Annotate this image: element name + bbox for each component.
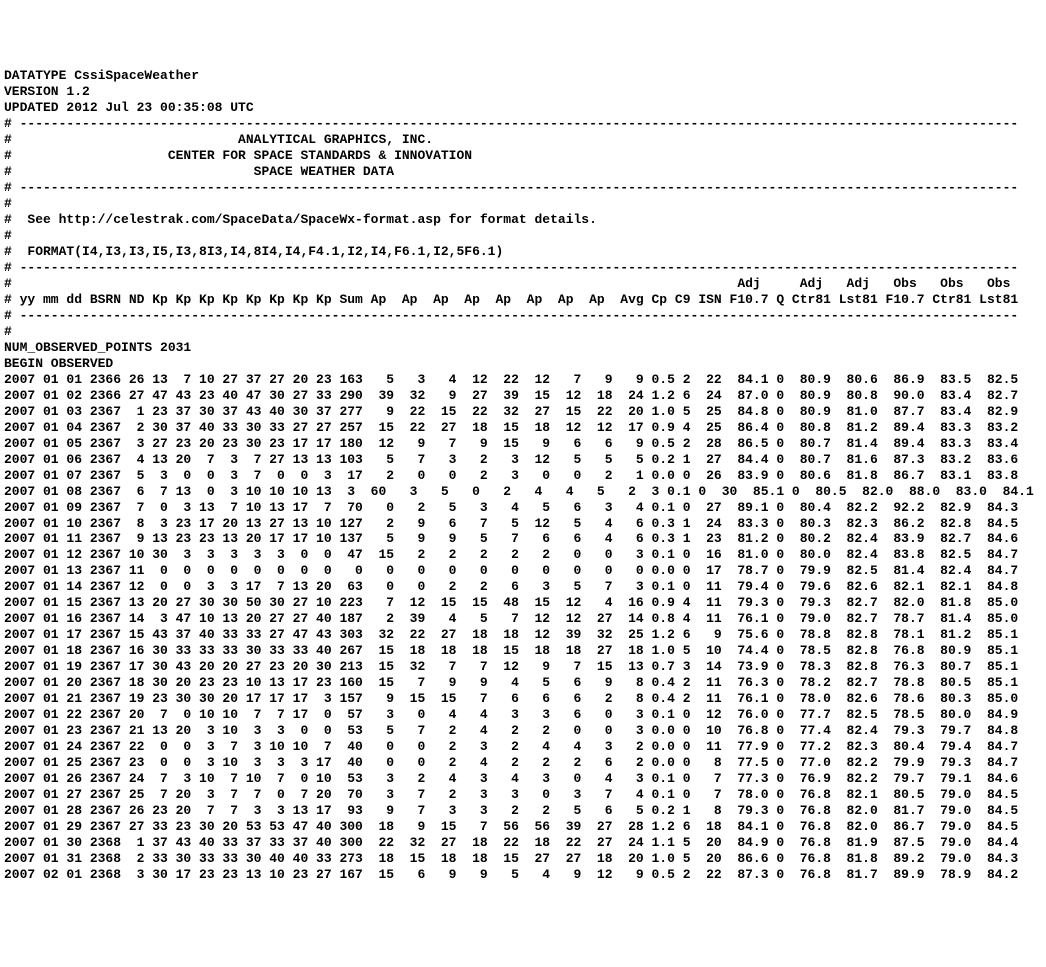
- space-weather-data-file: DATATYPE CssiSpaceWeather VERSION 1.2 UP…: [4, 68, 1042, 883]
